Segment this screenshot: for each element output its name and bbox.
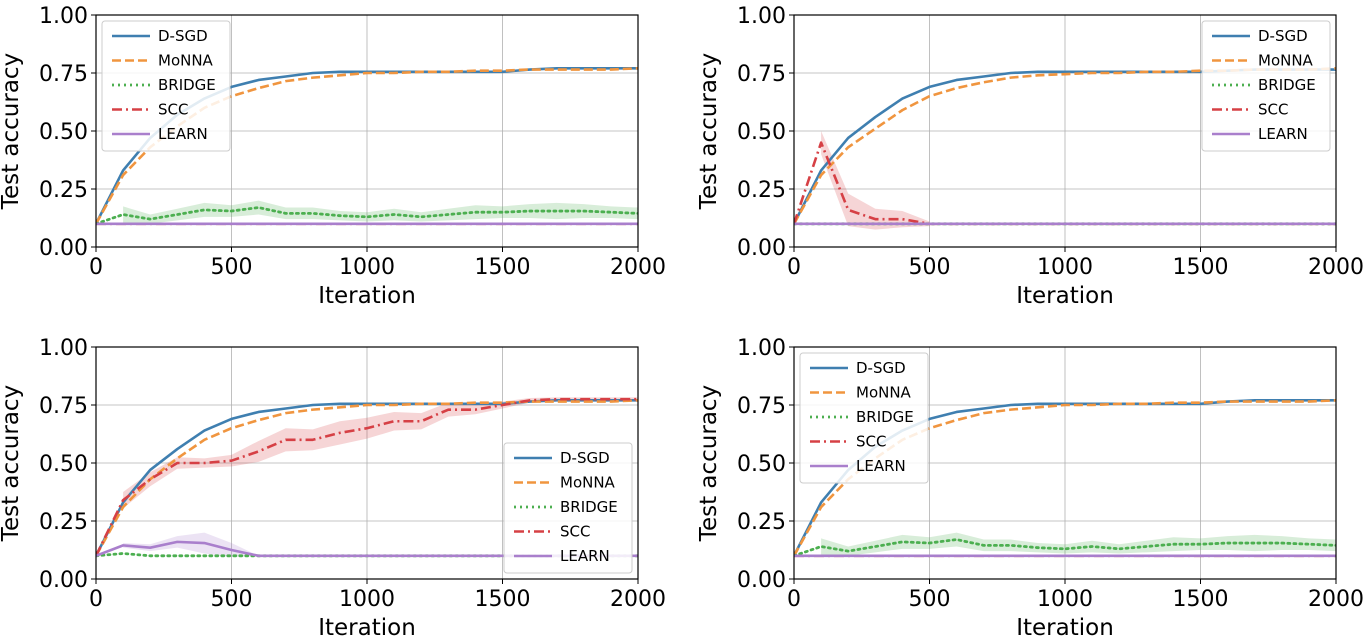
y-tick-label: 0.50 (39, 452, 88, 477)
y-tick-label: 0.00 (39, 568, 88, 593)
legend-label-monna: MoNNA (560, 474, 616, 492)
legend: D-SGD MoNNA BRIDGE SCC LEARN (503, 442, 633, 574)
legend-label-scc: SCC (158, 101, 188, 119)
legend-label-d-sgd: D-SGD (1258, 27, 1308, 45)
x-tick-label: 1500 (475, 255, 531, 280)
legend-frame (799, 352, 929, 484)
x-axis-label: Iteration (1016, 283, 1114, 309)
legend-label-learn: LEARN (158, 125, 208, 143)
chart-panel-bottom-left: 0 500 1000 1500 2000 0.00 0.25 0.50 0.75 1.00 Iter… (0, 336, 666, 638)
legend-label-bridge: BRIDGE (856, 408, 914, 426)
y-tick-label: 0.75 (39, 394, 88, 419)
y-tick-label: 0.50 (39, 120, 88, 145)
chart-panel-top-left: 0 500 1000 1500 2000 0.00 0.25 0.50 0.75 1.00 Iter… (0, 4, 666, 309)
x-tick-label: 0 (89, 587, 103, 612)
x-tick-label: 0 (89, 255, 103, 280)
x-tick-label: 0 (787, 587, 801, 612)
y-axis-label: Test accuracy (0, 53, 24, 210)
x-tick-label: 1000 (1037, 255, 1093, 280)
x-tick-label: 1500 (475, 587, 531, 612)
legend-label-d-sgd: D-SGD (856, 359, 906, 377)
legend-label-monna: MoNNA (856, 384, 912, 402)
y-tick-label: 0.50 (737, 120, 786, 145)
x-axis-label: Iteration (1016, 615, 1114, 638)
y-axis-label: Test accuracy (0, 385, 24, 542)
legend-label-monna: MoNNA (1258, 52, 1314, 70)
legend-label-bridge: BRIDGE (1258, 76, 1316, 94)
y-axis-label: Test accuracy (696, 53, 722, 210)
y-tick-label: 0.00 (39, 236, 88, 261)
y-tick-label: 0.00 (737, 568, 786, 593)
legend-frame (503, 442, 633, 574)
y-tick-label: 1.00 (737, 336, 786, 361)
y-tick-label: 1.00 (39, 336, 88, 361)
y-tick-label: 0.75 (737, 62, 786, 87)
series-line-bridge (96, 206, 638, 226)
x-tick-label: 500 (211, 587, 253, 612)
y-tick-label: 0.75 (737, 394, 786, 419)
legend-label-scc: SCC (856, 433, 886, 451)
band-scc (123, 397, 638, 509)
series-line-monna (794, 399, 1336, 557)
series-line-monna (96, 399, 638, 557)
x-tick-label: 2000 (610, 255, 666, 280)
y-tick-label: 1.00 (39, 4, 88, 29)
legend-label-scc: SCC (560, 523, 590, 541)
legend-label-scc: SCC (1258, 101, 1288, 119)
legend-frame (101, 20, 231, 152)
plot-area (96, 67, 638, 226)
legend: D-SGD MoNNA BRIDGE SCC LEARN (1201, 20, 1331, 152)
x-tick-label: 0 (787, 255, 801, 280)
legend-label-d-sgd: D-SGD (560, 449, 610, 467)
band-bridge (123, 200, 638, 224)
x-tick-label: 1000 (339, 255, 395, 280)
series-line-monna (96, 67, 638, 225)
x-tick-label: 1500 (1173, 587, 1229, 612)
x-tick-label: 500 (211, 255, 253, 280)
x-tick-label: 1000 (339, 587, 395, 612)
series-line-bridge (794, 538, 1336, 558)
legend-label-bridge: BRIDGE (560, 498, 618, 516)
x-tick-label: 1500 (1173, 255, 1229, 280)
band-scc (821, 131, 930, 230)
y-tick-label: 0.75 (39, 62, 88, 87)
x-tick-label: 1000 (1037, 587, 1093, 612)
series-line-scc (96, 397, 638, 557)
x-tick-label: 2000 (610, 587, 666, 612)
x-axis-label: Iteration (318, 283, 416, 309)
legend-label-monna: MoNNA (158, 52, 214, 70)
y-tick-label: 0.25 (737, 510, 786, 535)
y-tick-label: 0.25 (39, 178, 88, 203)
y-tick-label: 0.25 (39, 510, 88, 535)
legend-label-bridge: BRIDGE (158, 76, 216, 94)
x-tick-label: 500 (909, 587, 951, 612)
chart-panel-bottom-right: 0 500 1000 1500 2000 0.00 0.25 0.50 0.75 1.00 Iter… (696, 336, 1364, 638)
x-tick-label: 500 (909, 255, 951, 280)
series-line-scc (794, 141, 1336, 226)
y-tick-label: 1.00 (737, 4, 786, 29)
legend-label-d-sgd: D-SGD (158, 27, 208, 45)
x-axis-label: Iteration (318, 615, 416, 638)
x-tick-label: 2000 (1308, 255, 1364, 280)
y-tick-label: 0.50 (737, 452, 786, 477)
x-tick-label: 2000 (1308, 587, 1364, 612)
y-tick-label: 0.25 (737, 178, 786, 203)
y-tick-label: 0.00 (737, 236, 786, 261)
legend-label-learn: LEARN (560, 547, 610, 565)
legend-label-learn: LEARN (1258, 125, 1308, 143)
band-bridge (821, 532, 1336, 556)
y-axis-label: Test accuracy (696, 385, 722, 542)
legend-label-learn: LEARN (856, 457, 906, 475)
legend: D-SGD MoNNA BRIDGE SCC LEARN (799, 352, 929, 484)
legend-frame (1201, 20, 1331, 152)
chart-panel-top-right: 0 500 1000 1500 2000 0.00 0.25 0.50 0.75 1.00 Iter… (696, 4, 1364, 309)
legend: D-SGD MoNNA BRIDGE SCC LEARN (101, 20, 231, 152)
band-learn (123, 532, 259, 557)
